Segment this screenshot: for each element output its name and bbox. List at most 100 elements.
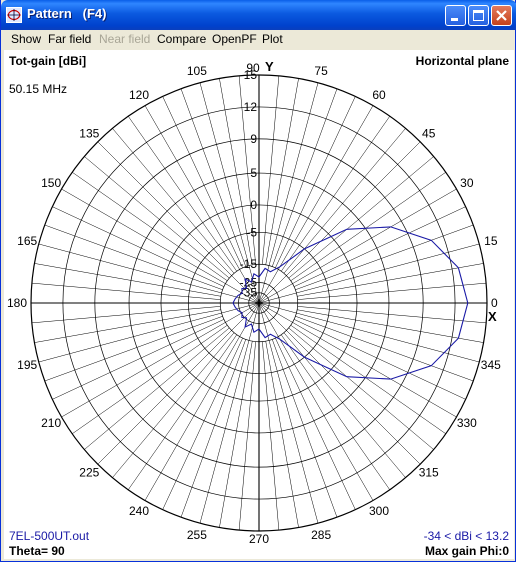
angle-label: 30 [460, 176, 474, 190]
grid-spoke [258, 82, 319, 304]
r-tick-label: 0 [250, 198, 257, 212]
angle-label: 60 [372, 88, 386, 102]
x-axis-label: X [488, 309, 497, 324]
grid-spoke [294, 319, 466, 400]
grid-spoke [180, 339, 246, 518]
grid-spoke [258, 105, 374, 304]
maximize-icon [473, 10, 484, 21]
menu-compare[interactable]: Compare [157, 32, 207, 46]
menu-show[interactable]: Show [11, 32, 42, 46]
angle-label: 240 [129, 504, 149, 518]
grid-spoke [295, 224, 474, 290]
grid-spoke [97, 141, 260, 304]
angle-label: 180 [7, 296, 27, 310]
grid-spoke [72, 325, 228, 434]
grid-spoke [258, 302, 457, 418]
angle-label: 165 [17, 234, 37, 248]
angle-label: 225 [79, 466, 99, 480]
menu-far-field[interactable]: Far field [48, 32, 92, 46]
file-name: 7EL-500UT.out [9, 529, 90, 543]
grid-spoke [128, 334, 237, 490]
gain-range: -34 < dBi < 13.2 [423, 529, 509, 543]
max-gain-label: Max gain Phi:0 [424, 544, 509, 558]
polar-plot: 15 12 9 5 0 -5 -15 -25-35 0 15 30 45 60 75 90 105 120 135… [7, 61, 501, 546]
gain-trace [232, 226, 469, 380]
angle-label: 75 [314, 64, 328, 78]
grid-spoke [258, 188, 457, 304]
grid-spoke [258, 302, 374, 501]
grid-spoke [112, 332, 235, 478]
grid-spoke [31, 282, 221, 300]
grid-spoke [162, 96, 243, 268]
grid-spoke [272, 88, 338, 267]
grid-spoke [238, 341, 256, 531]
grid-spoke [297, 263, 484, 297]
window-title: Pattern (F4) [27, 6, 107, 21]
grid-ring [160, 204, 358, 402]
grid-spoke [272, 339, 338, 518]
grid-spoke [61, 188, 260, 304]
grid-ring [248, 292, 270, 314]
grid-spoke [52, 319, 224, 400]
grid-spoke [44, 316, 223, 382]
grid-spoke [258, 302, 319, 524]
menu-near-field[interactable]: Near field [99, 32, 151, 46]
grid-ring [238, 282, 280, 324]
grid-spoke [199, 82, 260, 304]
menu-openpf[interactable]: OpenPF [212, 32, 257, 46]
maximize-button[interactable] [468, 5, 489, 26]
grid-spoke [44, 224, 223, 290]
frequency-label: 50.15 MHz [9, 82, 68, 96]
theta-label: Theta= 90 [9, 544, 65, 558]
grid-spoke [238, 75, 256, 265]
plot-area[interactable]: 15 12 9 5 0 -5 -15 -25 -35 0 15 30 45 60 75 90 105 120 135… [4, 50, 514, 559]
menu-plot[interactable]: Plot [262, 32, 283, 46]
title-bar[interactable]: Pattern (F4) [1, 0, 516, 30]
grid-spoke [97, 302, 260, 465]
grid-spoke [288, 327, 434, 450]
angle-label: 150 [41, 176, 61, 190]
quantity-label: Tot-gain [dBi] [9, 54, 87, 68]
angle-label: 330 [457, 416, 477, 430]
grid-spoke [31, 306, 221, 324]
angle-label: 15 [484, 234, 498, 248]
angle-label: 210 [41, 416, 61, 430]
grid-spoke [258, 302, 480, 363]
grid-spoke [219, 341, 253, 528]
grid-spoke [144, 302, 260, 501]
grid-ring [94, 138, 424, 468]
r-tick-label: -15 [240, 257, 258, 271]
minimize-button[interactable] [445, 5, 466, 26]
grid-ring [187, 231, 331, 375]
angle-label: 0 [491, 296, 498, 310]
grid-ring [62, 106, 456, 500]
angle-label: 315 [419, 466, 439, 480]
close-button[interactable] [491, 5, 512, 26]
angle-label: 120 [129, 88, 149, 102]
r-tick-label: 5 [250, 166, 257, 180]
r-tick-label: 15 [244, 68, 258, 82]
r-tick-label: -25 [240, 275, 258, 289]
grid-spoke [199, 302, 260, 524]
plane-label: Horizontal plane [415, 54, 509, 68]
app-icon [6, 7, 22, 23]
grid-spoke [290, 325, 446, 434]
grid-spoke [297, 309, 484, 343]
grid-spoke [84, 156, 230, 279]
angle-label: 195 [17, 358, 37, 372]
y-axis-label: Y [265, 59, 274, 74]
grid-ring [30, 74, 488, 532]
grid-spoke [162, 338, 243, 510]
angle-label: 45 [422, 126, 436, 140]
r-tick-label: -5 [246, 225, 257, 239]
grid-spoke [275, 338, 356, 510]
grid-spoke [52, 206, 224, 287]
grid-spoke [281, 116, 390, 272]
grid-spoke [265, 78, 299, 265]
grid-spoke [288, 156, 434, 279]
angle-label: 285 [311, 528, 331, 542]
grid-spoke [38, 243, 260, 304]
grid-spoke [128, 116, 237, 272]
grid-ring [219, 263, 299, 343]
